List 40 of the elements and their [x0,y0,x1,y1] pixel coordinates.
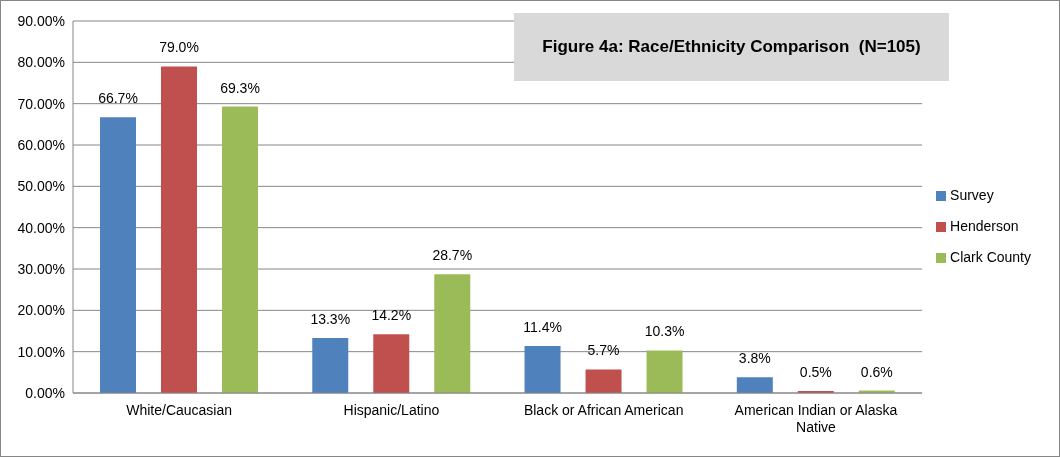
y-tick-label: 10.00% [17,343,65,360]
legend-label: Survey [950,186,994,203]
y-tick-label: 20.00% [17,302,65,319]
bar [524,345,561,393]
y-tick-label: 40.00% [17,219,65,236]
y-tick-label: 50.00% [17,178,65,195]
x-tick-label: American Indian or Alaska Native [734,402,898,435]
data-label: 79.0% [159,39,199,56]
title-box: Figure 4a: Race/Ethnicity Comparison (N=105) [514,13,949,81]
y-tick-label: 30.00% [17,260,65,277]
bar [434,274,471,393]
x-tick-label: Black or African American [523,402,684,418]
data-label: 13.3% [310,311,351,328]
y-tick-label: 80.00% [17,54,65,71]
data-label: 10.3% [644,323,685,340]
bar [161,66,197,393]
data-label: 69.3% [220,79,260,96]
x-tick-label: Hispanic/Latino [343,402,440,418]
data-label: 66.7% [98,90,138,107]
data-label: 11.4% [523,318,562,335]
data-label: 0.5% [799,363,832,380]
y-tick-label: 0.00% [25,384,65,401]
y-tick-label: 60.00% [17,136,65,153]
y-tick-label: 70.00% [17,95,65,112]
bar [585,369,622,393]
bar [373,334,410,393]
x-tick-label: White/Caucasian [126,402,233,418]
y-tick-label: 90.00% [17,12,65,29]
data-label: 3.8% [738,350,771,367]
bar [736,377,773,393]
data-label: 14.2% [371,307,412,324]
legend-label: Clark County [950,248,1031,265]
legend-label: Henderson [950,217,1019,234]
bar [312,338,349,393]
data-label: 5.7% [587,342,620,359]
bar [100,117,136,393]
data-label: 28.7% [432,247,473,264]
bar [646,350,683,393]
bar [222,106,258,393]
data-label: 0.6% [860,363,893,380]
